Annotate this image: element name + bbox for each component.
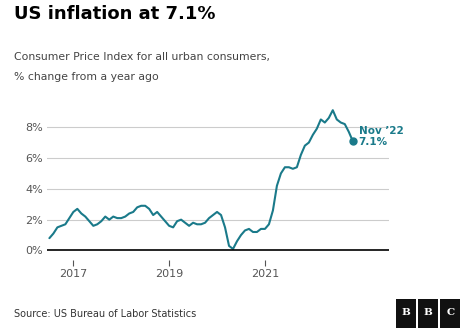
- Text: Consumer Price Index for all urban consumers,: Consumer Price Index for all urban consu…: [14, 52, 270, 62]
- Text: B: B: [424, 308, 432, 317]
- Bar: [440, 299, 460, 328]
- Text: US inflation at 7.1%: US inflation at 7.1%: [14, 5, 216, 23]
- Bar: [418, 299, 438, 328]
- Text: Source: US Bureau of Labor Statistics: Source: US Bureau of Labor Statistics: [14, 309, 196, 319]
- Text: % change from a year ago: % change from a year ago: [14, 72, 159, 82]
- Text: Nov ’22
7.1%: Nov ’22 7.1%: [359, 126, 403, 147]
- Text: B: B: [401, 308, 410, 317]
- Text: C: C: [446, 308, 455, 317]
- Bar: [396, 299, 416, 328]
